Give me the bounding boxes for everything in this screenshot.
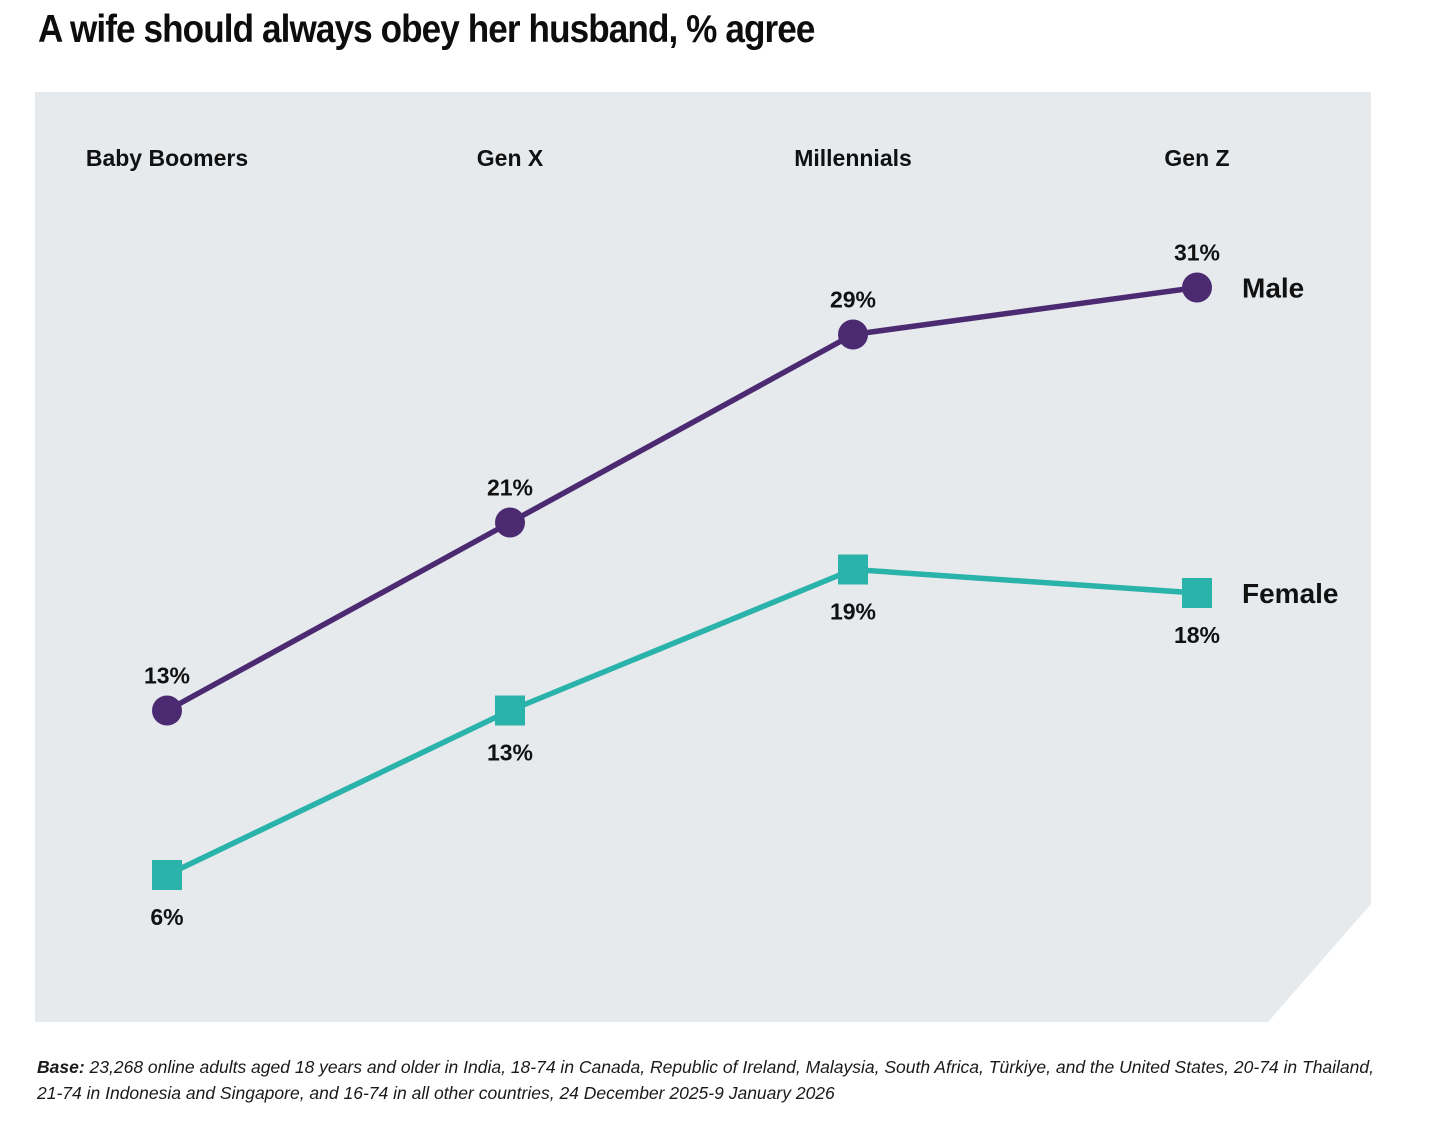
female-point-gen-z	[1182, 578, 1212, 608]
category-label-baby-boomers: Baby Boomers	[86, 145, 248, 171]
source-note-text: 23,268 online adults aged 18 years and o…	[37, 1057, 1374, 1104]
source-note: Base: 23,268 online adults aged 18 years…	[37, 1054, 1389, 1107]
series-label-male: Male	[1242, 273, 1304, 304]
category-label-gen-z: Gen Z	[1164, 145, 1229, 171]
male-line	[167, 288, 1197, 711]
female-value-label-millennials: 19%	[830, 599, 876, 625]
male-point-millennials	[838, 320, 868, 350]
chart-title: A wife should always obey her husband, %…	[38, 8, 815, 51]
category-label-gen-x: Gen X	[477, 145, 544, 171]
category-label-millennials: Millennials	[794, 145, 912, 171]
chart-svg: Baby Boomers Gen X Millennials Gen Z 13% 21% 2…	[35, 92, 1371, 1022]
female-point-baby-boomers	[152, 860, 182, 890]
male-point-gen-x	[495, 508, 525, 538]
source-note-label: Base:	[37, 1057, 85, 1077]
male-point-baby-boomers	[152, 696, 182, 726]
plot-area: Baby Boomers Gen X Millennials Gen Z 13% 21% 2…	[35, 92, 1371, 1022]
female-point-millennials	[838, 555, 868, 585]
male-value-label-gen-z: 31%	[1174, 240, 1220, 266]
male-point-gen-z	[1182, 273, 1212, 303]
female-line	[167, 570, 1197, 876]
female-value-label-baby-boomers: 6%	[150, 904, 183, 930]
male-value-label-gen-x: 21%	[487, 475, 533, 501]
male-value-label-millennials: 29%	[830, 287, 876, 313]
male-value-label-baby-boomers: 13%	[144, 663, 190, 689]
female-value-label-gen-z: 18%	[1174, 622, 1220, 648]
female-value-label-gen-x: 13%	[487, 740, 533, 766]
female-point-gen-x	[495, 696, 525, 726]
series-label-female: Female	[1242, 578, 1339, 609]
